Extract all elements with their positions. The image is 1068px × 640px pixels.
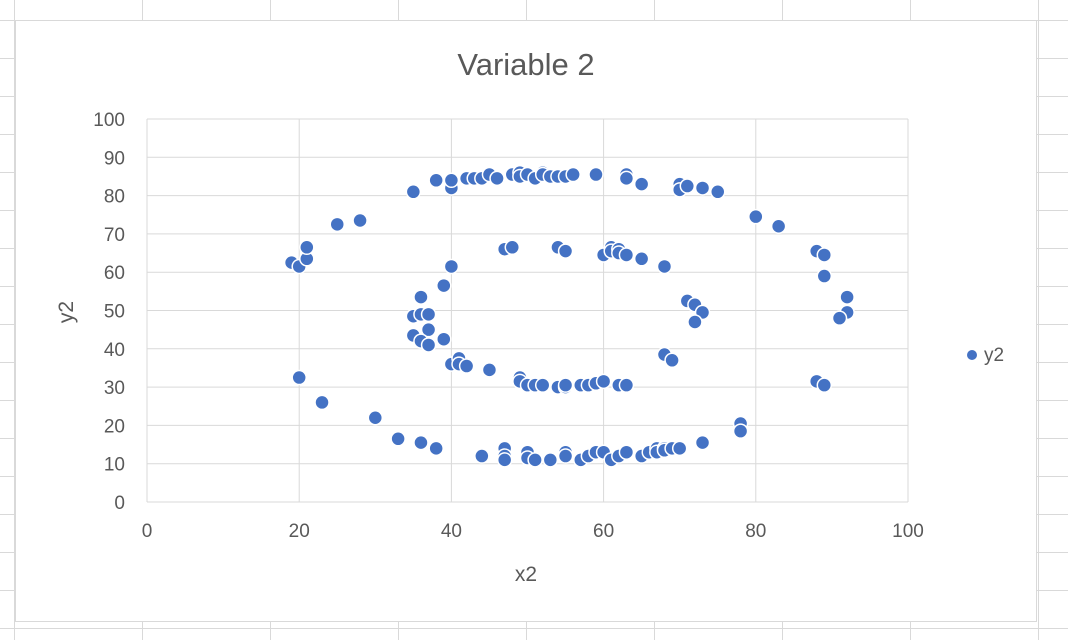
- data-point[interactable]: [405, 184, 422, 200]
- y-tick-label: 10: [104, 455, 125, 476]
- data-point[interactable]: [496, 452, 513, 468]
- x-tick-label: 60: [593, 521, 614, 542]
- x-tick-label: 80: [745, 521, 766, 542]
- data-point[interactable]: [329, 216, 345, 233]
- data-point[interactable]: [770, 218, 787, 234]
- data-point[interactable]: [542, 452, 559, 468]
- data-point[interactable]: [588, 166, 604, 183]
- data-point[interactable]: [679, 178, 696, 194]
- data-point[interactable]: [633, 176, 650, 192]
- data-point[interactable]: [618, 444, 635, 460]
- data-point[interactable]: [420, 321, 437, 338]
- data-point[interactable]: [367, 409, 384, 426]
- data-point[interactable]: [839, 289, 855, 305]
- data-point[interactable]: [816, 247, 833, 263]
- data-point[interactable]: [671, 440, 688, 457]
- data-point[interactable]: [557, 243, 574, 259]
- data-point[interactable]: [694, 434, 711, 451]
- data-point[interactable]: [527, 452, 543, 468]
- data-point[interactable]: [443, 172, 460, 189]
- y-tick-label: 40: [104, 340, 125, 361]
- data-point[interactable]: [299, 239, 315, 256]
- data-point[interactable]: [534, 377, 551, 393]
- scatter-chart: Variable 2 0 20 40 60 80 100 0 10 20 30 40 50 60 70 8…: [55, 47, 1004, 586]
- data-point[interactable]: [618, 170, 635, 187]
- data-point[interactable]: [557, 448, 574, 464]
- data-point[interactable]: [474, 448, 490, 464]
- y-tick-label: 90: [104, 148, 125, 169]
- data-point[interactable]: [710, 184, 726, 200]
- y-tick-label: 20: [104, 416, 125, 437]
- x-tick-label: 0: [142, 521, 153, 542]
- data-point[interactable]: [413, 289, 429, 305]
- data-point[interactable]: [557, 377, 574, 393]
- data-point[interactable]: [420, 306, 437, 323]
- data-point[interactable]: [694, 180, 711, 196]
- x-tick-label: 100: [892, 521, 924, 542]
- data-point[interactable]: [428, 172, 444, 189]
- chart-title: Variable 2: [457, 47, 594, 82]
- y-tick-labels: 0 10 20 30 40 50 60 70 80 90 100: [93, 110, 125, 514]
- data-point[interactable]: [489, 170, 505, 187]
- y-tick-label: 0: [114, 493, 125, 514]
- data-point[interactable]: [436, 277, 452, 294]
- x-tick-label: 20: [289, 521, 310, 542]
- y-tick-label: 70: [104, 225, 125, 246]
- chart-area[interactable]: Variable 2 0 20 40 60 80 100 0 10 20 30 40 50 60 70 8…: [15, 20, 1037, 622]
- legend-marker: [967, 350, 977, 360]
- data-point[interactable]: [413, 434, 429, 451]
- data-point[interactable]: [565, 166, 581, 183]
- data-point[interactable]: [633, 251, 650, 267]
- legend[interactable]: y2: [967, 345, 1004, 366]
- x-tick-labels: 0 20 40 60 80 100: [142, 521, 924, 542]
- data-point[interactable]: [428, 440, 444, 457]
- x-tick-label: 40: [441, 521, 462, 542]
- data-point[interactable]: [816, 377, 833, 393]
- data-point[interactable]: [436, 331, 452, 347]
- data-point[interactable]: [420, 337, 437, 353]
- y-tick-label: 100: [93, 110, 125, 131]
- data-points: [283, 164, 855, 468]
- y-tick-label: 30: [104, 378, 125, 399]
- data-point[interactable]: [656, 258, 673, 275]
- data-point[interactable]: [618, 377, 635, 393]
- data-point[interactable]: [831, 310, 848, 326]
- data-point[interactable]: [816, 268, 833, 284]
- data-point[interactable]: [443, 258, 460, 275]
- legend-label: y2: [984, 345, 1004, 366]
- y-tick-label: 50: [104, 302, 125, 323]
- data-point[interactable]: [687, 314, 703, 330]
- data-point[interactable]: [481, 362, 498, 378]
- data-point[interactable]: [390, 431, 406, 447]
- y-axis-title: y2: [55, 301, 78, 323]
- data-point[interactable]: [748, 208, 764, 225]
- x-axis-title: x2: [515, 563, 537, 586]
- data-point[interactable]: [291, 369, 307, 386]
- y-tick-label: 80: [104, 187, 125, 208]
- data-point[interactable]: [618, 247, 635, 263]
- data-point[interactable]: [504, 239, 521, 256]
- data-point[interactable]: [314, 394, 330, 411]
- data-point[interactable]: [352, 212, 368, 229]
- data-point[interactable]: [732, 423, 749, 439]
- data-point[interactable]: [664, 352, 680, 369]
- data-point[interactable]: [595, 373, 612, 390]
- data-point[interactable]: [458, 358, 475, 374]
- y-tick-label: 60: [104, 263, 125, 284]
